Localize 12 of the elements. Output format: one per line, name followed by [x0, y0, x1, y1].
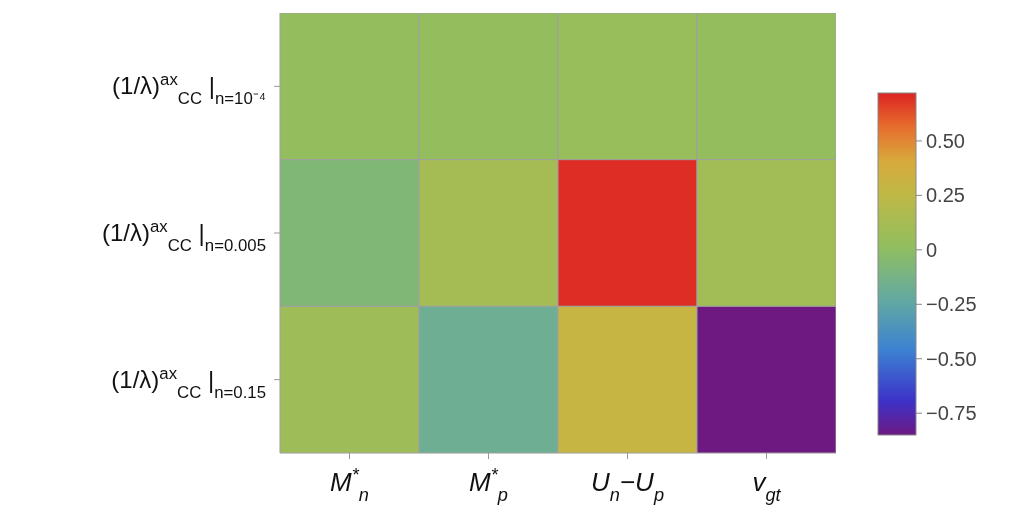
y-tick-label: (1/λ)$^{ax}$$_{CC}$ |$_{n=0.15}$ [111, 363, 266, 402]
color-bar-label: 0 [926, 238, 938, 261]
y-tick-label: (1/λ)$^{ax}$$_{CC}$ |$_{n=0.005}$ [101, 216, 266, 255]
x-tick-label: v$_{gt}$ [752, 467, 782, 505]
colorbar: 0.50 0.25 0 −0.25 −0.50 −0.75 [858, 8, 1018, 513]
color-bar-label: 0.50 [926, 129, 965, 152]
y-tick-label: (1/λ)$^{ax}$$_{CC}$ |$_{n=10⁻⁴}$ [112, 69, 266, 108]
color-bar-label: −0.25 [926, 293, 977, 316]
color-bar-label: −0.50 [926, 347, 977, 370]
color-bar-label: 0.25 [926, 184, 965, 207]
color-bar-label: −0.75 [926, 402, 977, 425]
x-tick-label: U$_{n}$−U$_{p}$ [591, 467, 664, 505]
